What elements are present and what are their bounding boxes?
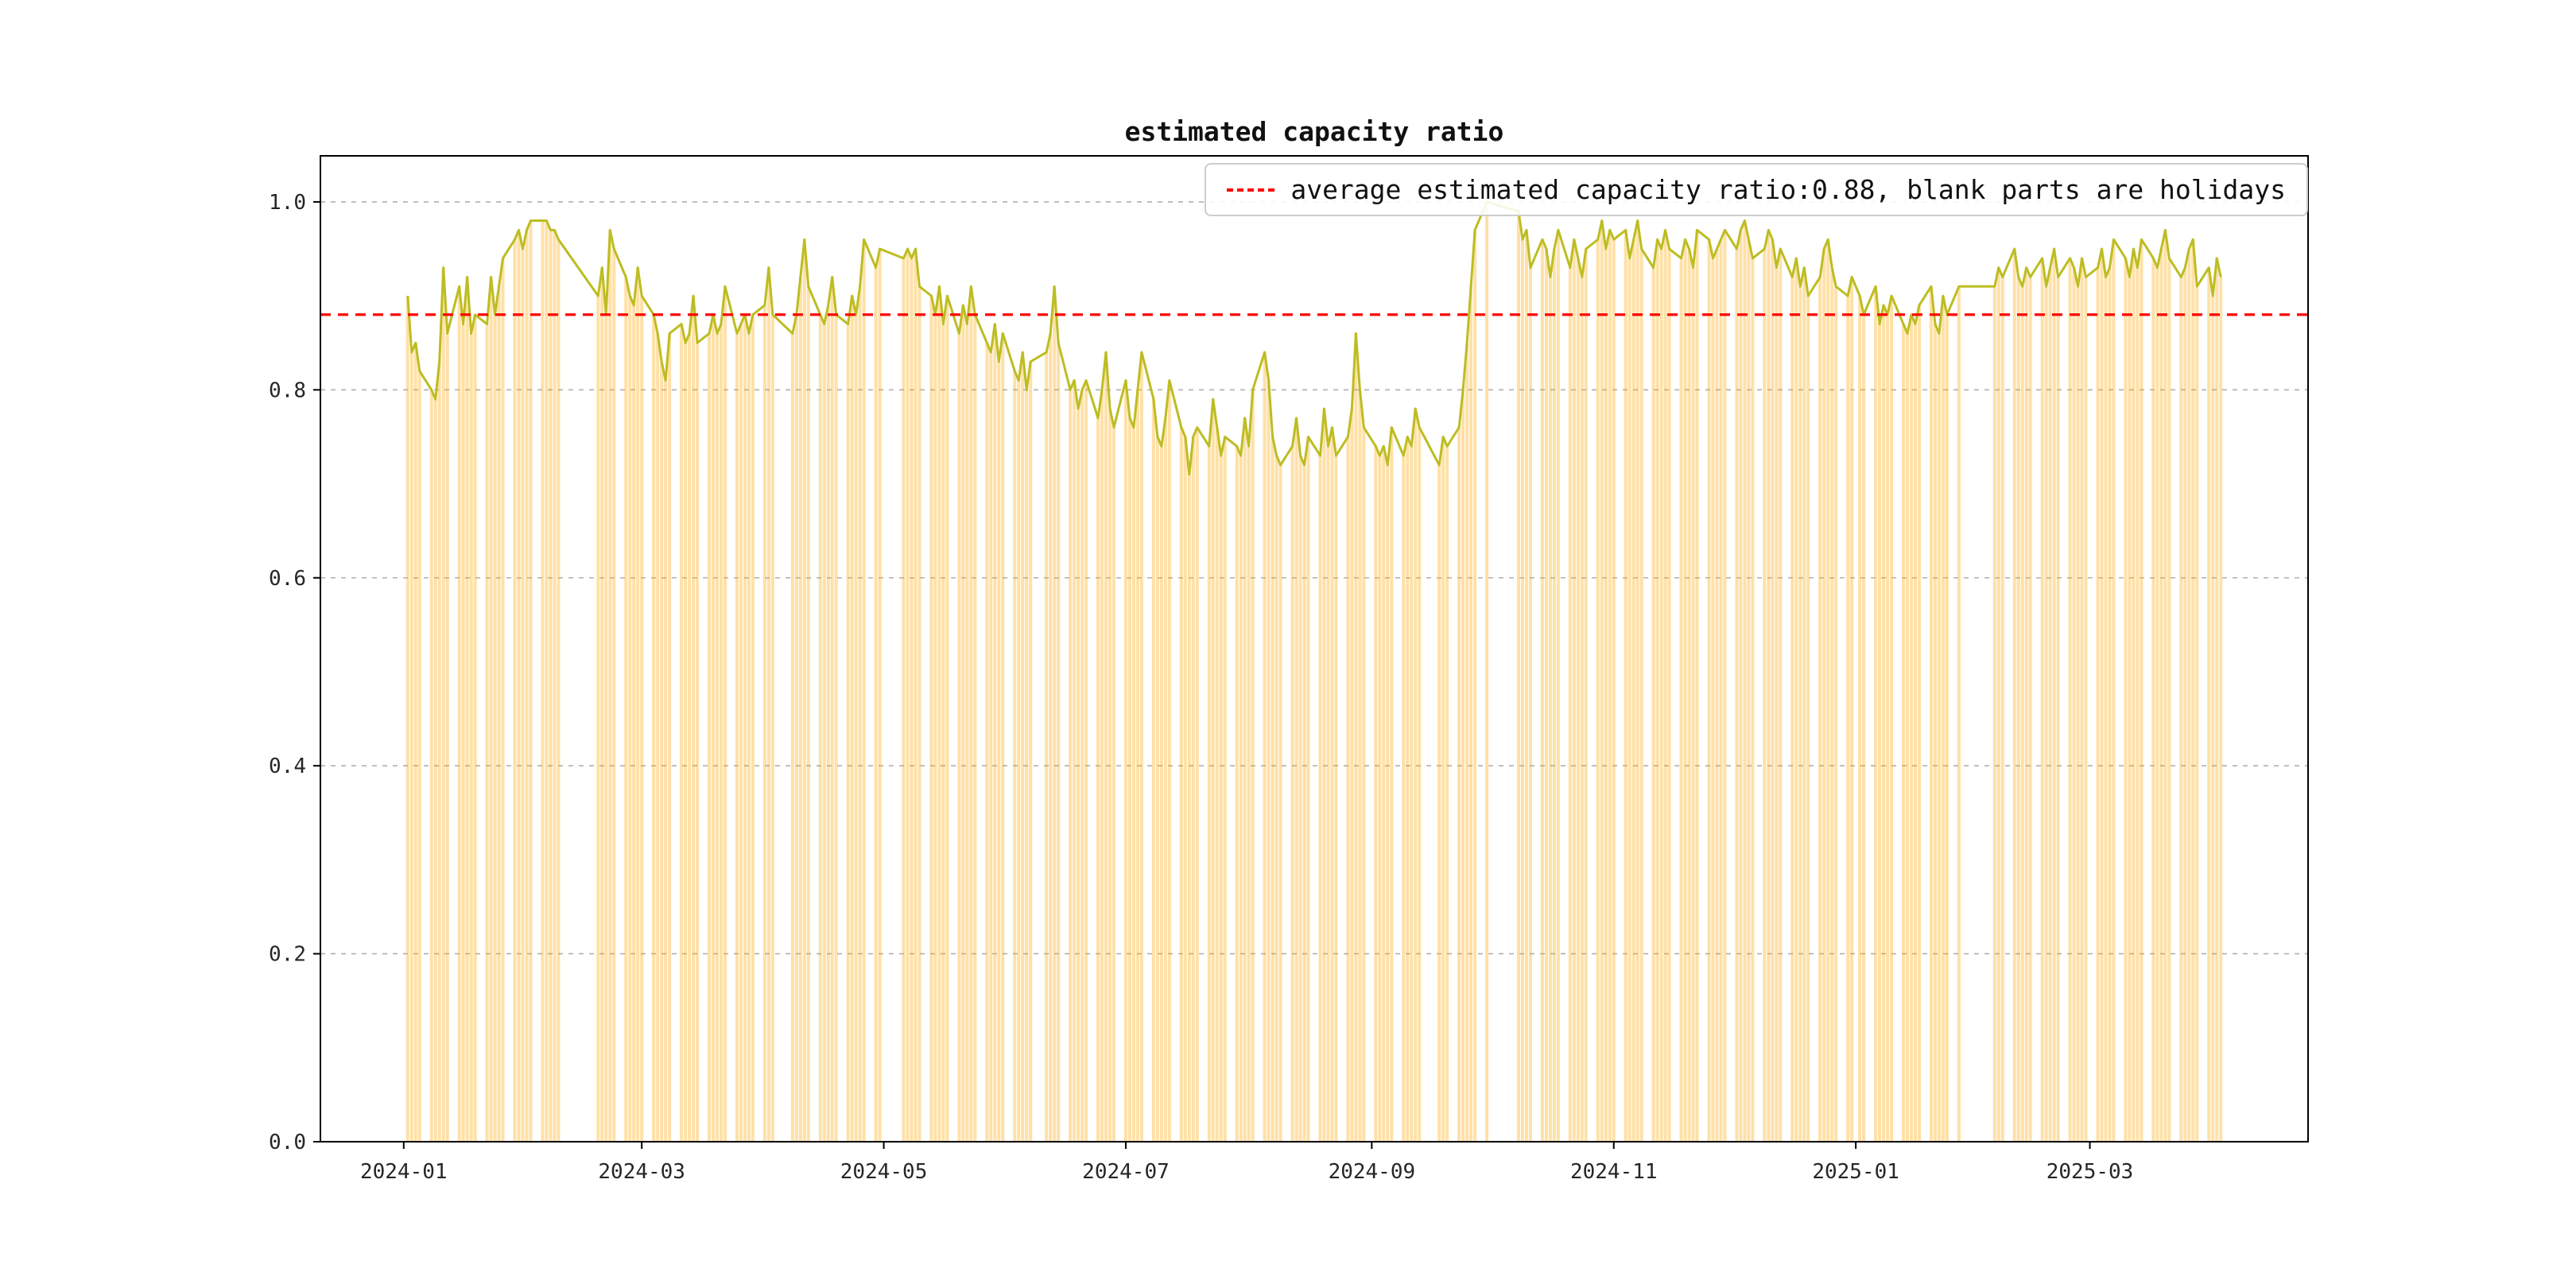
legend: average estimated capacity ratio:0.88, b… <box>1205 163 2308 216</box>
svg-text:0.8: 0.8 <box>269 378 306 402</box>
svg-text:0.0: 0.0 <box>269 1131 306 1154</box>
svg-text:2025-03: 2025-03 <box>2046 1160 2134 1184</box>
svg-text:2025-01: 2025-01 <box>1812 1160 1899 1184</box>
chart-title: estimated capacity ratio <box>1124 116 1504 147</box>
svg-text:0.2: 0.2 <box>269 943 306 967</box>
svg-text:0.4: 0.4 <box>269 755 306 778</box>
svg-text:2024-03: 2024-03 <box>598 1160 685 1184</box>
legend-label: average estimated capacity ratio:0.88, b… <box>1290 174 2286 205</box>
svg-text:0.6: 0.6 <box>269 567 306 591</box>
svg-text:2024-09: 2024-09 <box>1329 1160 1416 1184</box>
svg-text:2024-07: 2024-07 <box>1082 1160 1170 1184</box>
red-dashed-line-icon <box>1227 188 1275 192</box>
svg-text:2024-11: 2024-11 <box>1570 1160 1658 1184</box>
svg-text:2024-05: 2024-05 <box>840 1160 928 1184</box>
svg-text:2024-01: 2024-01 <box>360 1160 448 1184</box>
svg-text:1.0: 1.0 <box>269 191 306 215</box>
